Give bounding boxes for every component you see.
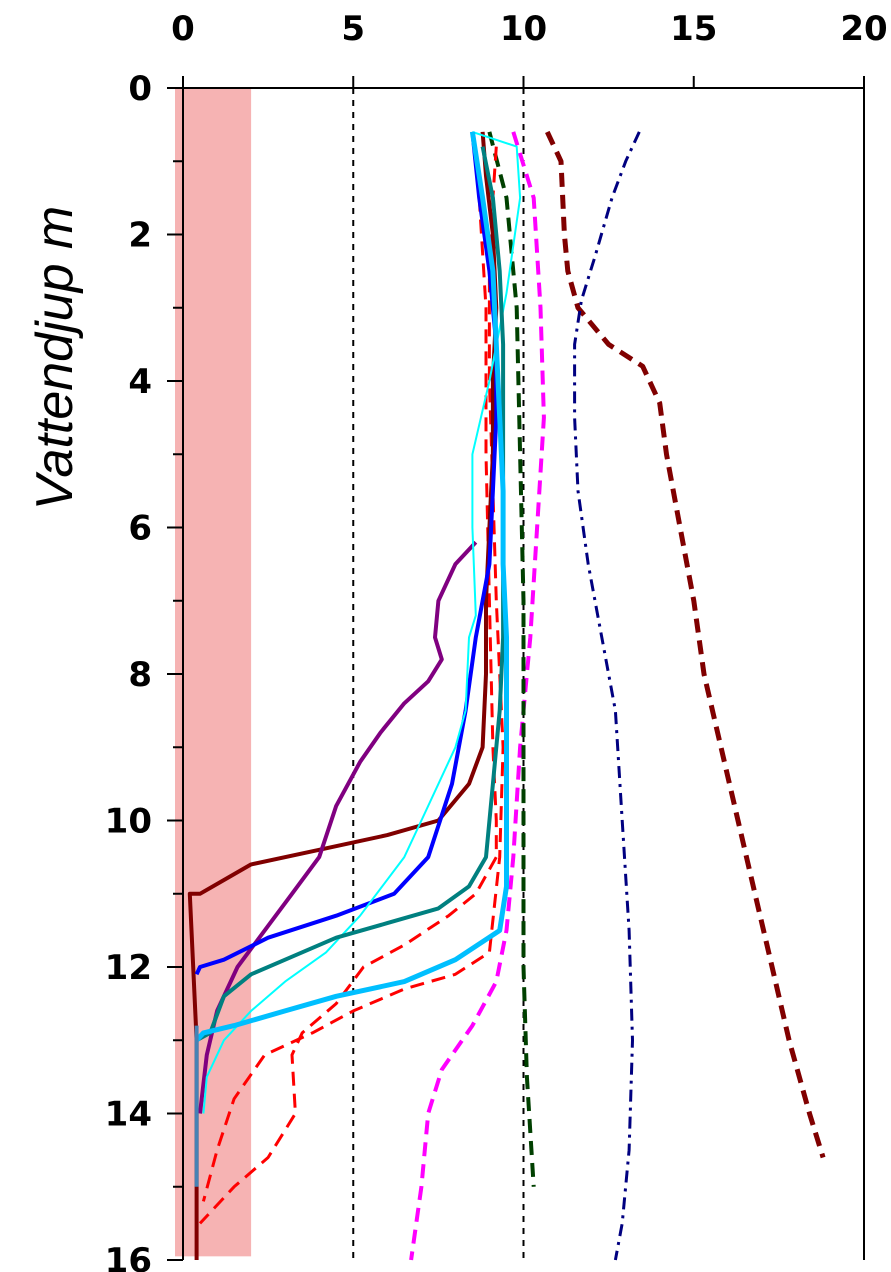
series-line-1 [545, 130, 826, 1159]
x-tick-label: 20 [840, 9, 887, 49]
y-tick-label: 4 [128, 362, 152, 402]
series-line-8 [198, 540, 478, 1114]
series-line-11 [195, 146, 506, 1043]
y-tick-label: 2 [128, 216, 152, 256]
x-tick-label: 10 [500, 9, 547, 49]
series-line-12 [194, 131, 509, 1042]
series-layer [187, 130, 826, 1261]
series-line-3 [409, 131, 546, 1261]
y-tick-label: 16 [105, 1241, 152, 1272]
y-tick-label: 6 [128, 509, 152, 549]
series-line-2 [573, 131, 641, 1261]
y-tick-label: 8 [128, 655, 152, 695]
x-tick-label: 5 [341, 9, 365, 49]
y-tick-label: 14 [105, 1095, 152, 1135]
y-tick-label: 0 [128, 69, 152, 109]
y-axis-title: Vattendjup m [26, 206, 84, 510]
y-tick-label: 10 [105, 802, 152, 842]
oxygen-deficit-band [175, 88, 252, 1257]
y-tick-label: 12 [105, 948, 152, 988]
x-tick-label: 15 [670, 9, 717, 49]
axis-layer: 0 5 10 15 20 0 2 4 6 8 10 12 14 16 [105, 9, 888, 1272]
x-tick-label: 0 [171, 9, 195, 49]
series-line-5 [198, 131, 498, 1225]
